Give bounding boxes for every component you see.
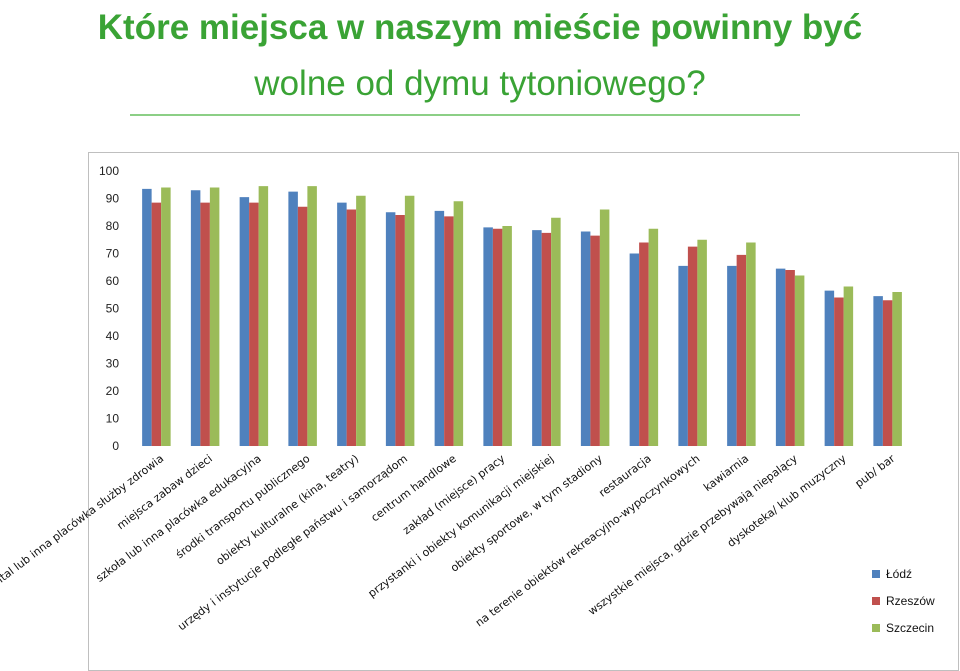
bar-rzeszow-11 — [687, 246, 698, 447]
x-axis-labels: szpital lub inna placówka służby zdrowia… — [0, 452, 898, 633]
bar-rzeszow-8 — [541, 232, 552, 447]
y-tick-label: 0 — [112, 439, 119, 453]
y-tick-label: 70 — [106, 247, 120, 261]
bar-lodz-0 — [142, 188, 152, 447]
x-tick-label: szpital lub inna placówka służby zdrowia — [0, 452, 166, 597]
bar-rzeszow-1 — [200, 202, 210, 447]
bar-szczecin-0 — [161, 187, 171, 446]
bar-lodz-7 — [483, 227, 493, 447]
bar-rzeszow-7 — [492, 228, 503, 446]
bar-lodz-6 — [434, 210, 445, 447]
bar-rzeszow-6 — [444, 216, 454, 447]
legend-label: Szczecin — [886, 621, 934, 635]
legend: Łódź Rzeszów Szczecin — [872, 567, 935, 635]
bar-szczecin-8 — [551, 217, 561, 446]
y-tick-label: 20 — [106, 384, 120, 398]
legend-swatch — [872, 624, 880, 632]
bar-szczecin-15 — [892, 292, 902, 446]
y-tick-label: 10 — [106, 412, 120, 426]
bar-lodz-14 — [824, 290, 835, 447]
y-tick-label: 60 — [106, 274, 120, 288]
bar-lodz-5 — [385, 212, 396, 446]
bar-rzeszow-0 — [151, 202, 162, 447]
bar-lodz-1 — [190, 190, 201, 446]
page-title-line-1: Które miejsca w naszym mieście powinny b… — [97, 8, 863, 47]
bar-rzeszow-12 — [736, 254, 747, 447]
bar-szczecin-14 — [843, 286, 854, 446]
bar-szczecin-3 — [307, 186, 317, 447]
y-tick-label: 50 — [106, 302, 120, 316]
legend-swatch — [872, 597, 880, 605]
bar-szczecin-11 — [697, 239, 707, 446]
bar-szczecin-7 — [502, 226, 512, 446]
bar-rzeszow-10 — [639, 242, 649, 446]
page-title: Które miejsca w naszym mieście powinny b… — [0, 0, 960, 112]
bar-lodz-11 — [678, 265, 688, 447]
bar-lodz-13 — [775, 268, 786, 447]
x-tick-label: centrum handlowe — [369, 452, 459, 525]
bar-rzeszow-3 — [297, 206, 308, 446]
bar-szczecin-9 — [599, 209, 610, 446]
bar-rzeszow-4 — [346, 209, 357, 446]
page-title-line-2: wolne od dymu tytoniowego? — [254, 64, 706, 103]
y-tick-label: 100 — [99, 164, 119, 178]
y-tick-label: 80 — [106, 219, 120, 233]
y-tick-label: 30 — [106, 357, 120, 371]
legend-label: Rzeszów — [886, 594, 935, 608]
bar-szczecin-1 — [209, 187, 220, 446]
bar-lodz-4 — [337, 202, 347, 447]
legend-label: Łódź — [886, 567, 912, 581]
bar-rzeszow-14 — [834, 297, 844, 446]
x-tick-label: na terenie obiektów rekreacyjno-wypoczyn… — [473, 452, 702, 629]
bar-lodz-8 — [532, 230, 542, 447]
title-divider — [130, 114, 800, 116]
bar-szczecin-13 — [794, 275, 805, 446]
bar-rzeszow-13 — [785, 270, 795, 446]
bar-lodz-10 — [629, 253, 640, 446]
bar-szczecin-2 — [258, 186, 269, 447]
bar-rzeszow-5 — [395, 215, 405, 446]
bar-rzeszow-2 — [249, 202, 259, 447]
legend-swatch — [872, 570, 880, 578]
bar-lodz-3 — [288, 191, 298, 447]
y-axis: 0 10 20 30 40 50 60 70 80 90 100 — [99, 164, 119, 453]
bar-rzeszow-9 — [590, 235, 600, 447]
bar-szczecin-6 — [453, 201, 464, 446]
chart-frame — [88, 152, 959, 671]
bar-szczecin-4 — [356, 195, 366, 446]
bar-lodz-9 — [580, 231, 591, 446]
bar-lodz-2 — [239, 197, 250, 447]
bar-szczecin-12 — [746, 242, 756, 446]
y-tick-label: 90 — [106, 192, 120, 206]
bar-rzeszow-15 — [882, 300, 893, 446]
bar-szczecin-5 — [404, 195, 415, 446]
bar-lodz-15 — [873, 296, 883, 447]
x-tick-label: pub/ bar — [853, 452, 898, 491]
bars — [142, 186, 902, 447]
bar-szczecin-10 — [648, 228, 659, 446]
x-tick-label: urzędy i instytucje podległe państwu i s… — [175, 452, 410, 633]
y-tick-label: 40 — [106, 329, 120, 343]
bar-lodz-12 — [727, 265, 737, 447]
